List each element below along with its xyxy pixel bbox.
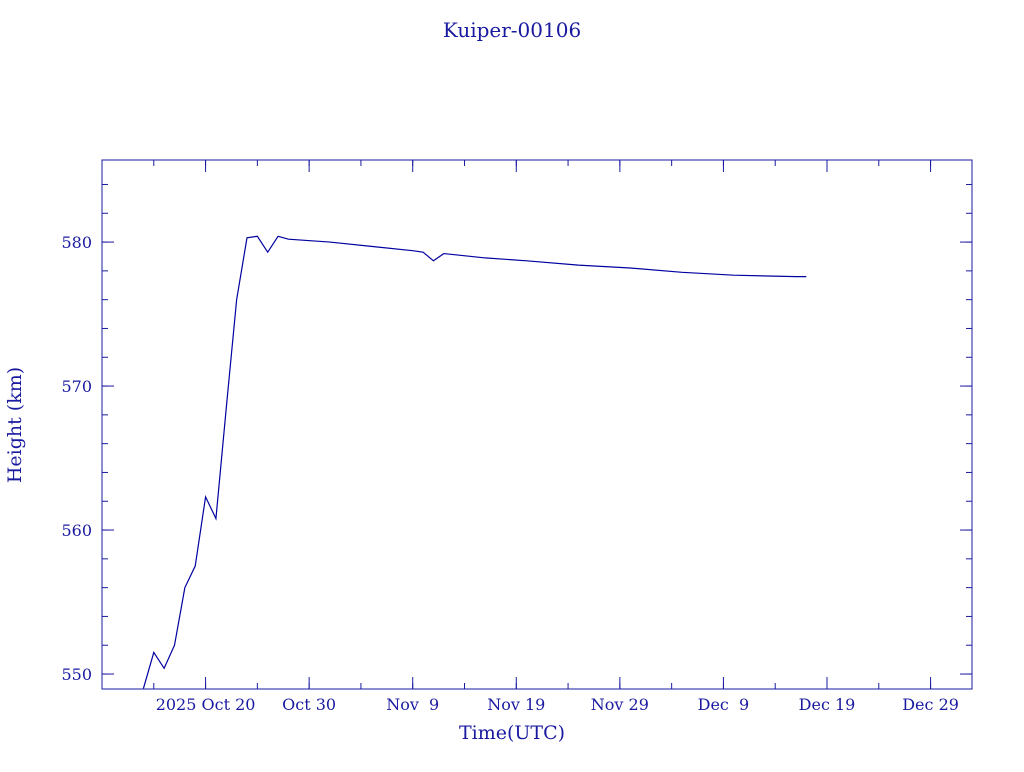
x-tick-label: Nov 29 — [591, 695, 649, 714]
y-tick-label: 550 — [61, 665, 92, 684]
y-axis-label: Height (km) — [4, 367, 26, 483]
x-tick-label: Dec 9 — [698, 695, 750, 714]
x-axis-label: Time(UTC) — [459, 722, 565, 744]
chart-title: Kuiper-00106 — [443, 18, 581, 42]
x-tick-label: 2025 Oct 20 — [156, 695, 256, 714]
x-tick-label: Nov 19 — [487, 695, 545, 714]
x-tick-label: Oct 30 — [282, 695, 336, 714]
x-tick-label: Dec 29 — [902, 695, 959, 714]
y-tick-label: 560 — [61, 521, 92, 540]
x-tick-label: Nov 9 — [386, 695, 439, 714]
plot-frame — [101, 159, 973, 690]
data-line — [142, 235, 807, 689]
y-tick-label: 580 — [61, 233, 92, 252]
x-tick-label: Dec 19 — [799, 695, 856, 714]
y-tick-label: 570 — [61, 377, 92, 396]
